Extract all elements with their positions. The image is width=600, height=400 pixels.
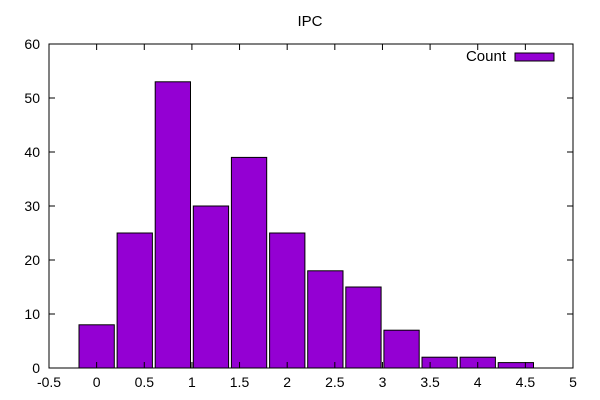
x-tick-label-2: 0.5 [135, 374, 155, 390]
chart-title: IPC [297, 13, 322, 30]
bar-3 [192, 205, 230, 369]
y-tick-label-6: 60 [24, 36, 40, 52]
bar-11 [497, 362, 535, 369]
legend-swatch-count [514, 52, 555, 62]
y-tick-label-4: 40 [24, 144, 40, 160]
legend: Count [466, 48, 555, 65]
bar-5 [269, 232, 306, 369]
x-tick-label-10: 4.5 [516, 374, 536, 390]
y-tick-label-1: 10 [24, 306, 40, 322]
x-tick-label-5: 2 [283, 374, 291, 390]
legend-label-count: Count [466, 48, 507, 65]
bar-2 [154, 81, 191, 369]
bar-6 [307, 270, 344, 369]
y-tick-labels: 0 10 20 30 40 50 60 [24, 36, 40, 376]
x-tick-label-6: 2.5 [325, 374, 345, 390]
y-tick-label-5: 50 [24, 90, 40, 106]
x-tick-label-1: 0 [93, 374, 101, 390]
bar-4 [230, 156, 268, 369]
bar-0 [78, 324, 115, 369]
x-tick-label-8: 3.5 [420, 374, 440, 390]
bars-group [78, 81, 535, 369]
x-tick-label-11: 5 [569, 374, 577, 390]
x-tick-label-0: -0.5 [37, 374, 61, 390]
bar-7 [345, 286, 382, 369]
y-tick-label-3: 30 [24, 198, 40, 214]
x-tick-label-3: 1 [188, 374, 196, 390]
bar-8 [383, 329, 420, 369]
x-tick-label-9: 4 [474, 374, 482, 390]
x-tick-labels: -0.5 0 0.5 1 1.5 2 2.5 3 3.5 4 4.5 5 [37, 374, 577, 390]
x-tick-label-4: 1.5 [230, 374, 250, 390]
bar-9 [421, 356, 458, 369]
plot-frame [48, 43, 574, 369]
bar-1 [116, 232, 153, 369]
y-tick-label-0: 0 [32, 360, 40, 376]
x-tick-label-7: 3 [379, 374, 387, 390]
y-tick-label-2: 20 [24, 252, 40, 268]
